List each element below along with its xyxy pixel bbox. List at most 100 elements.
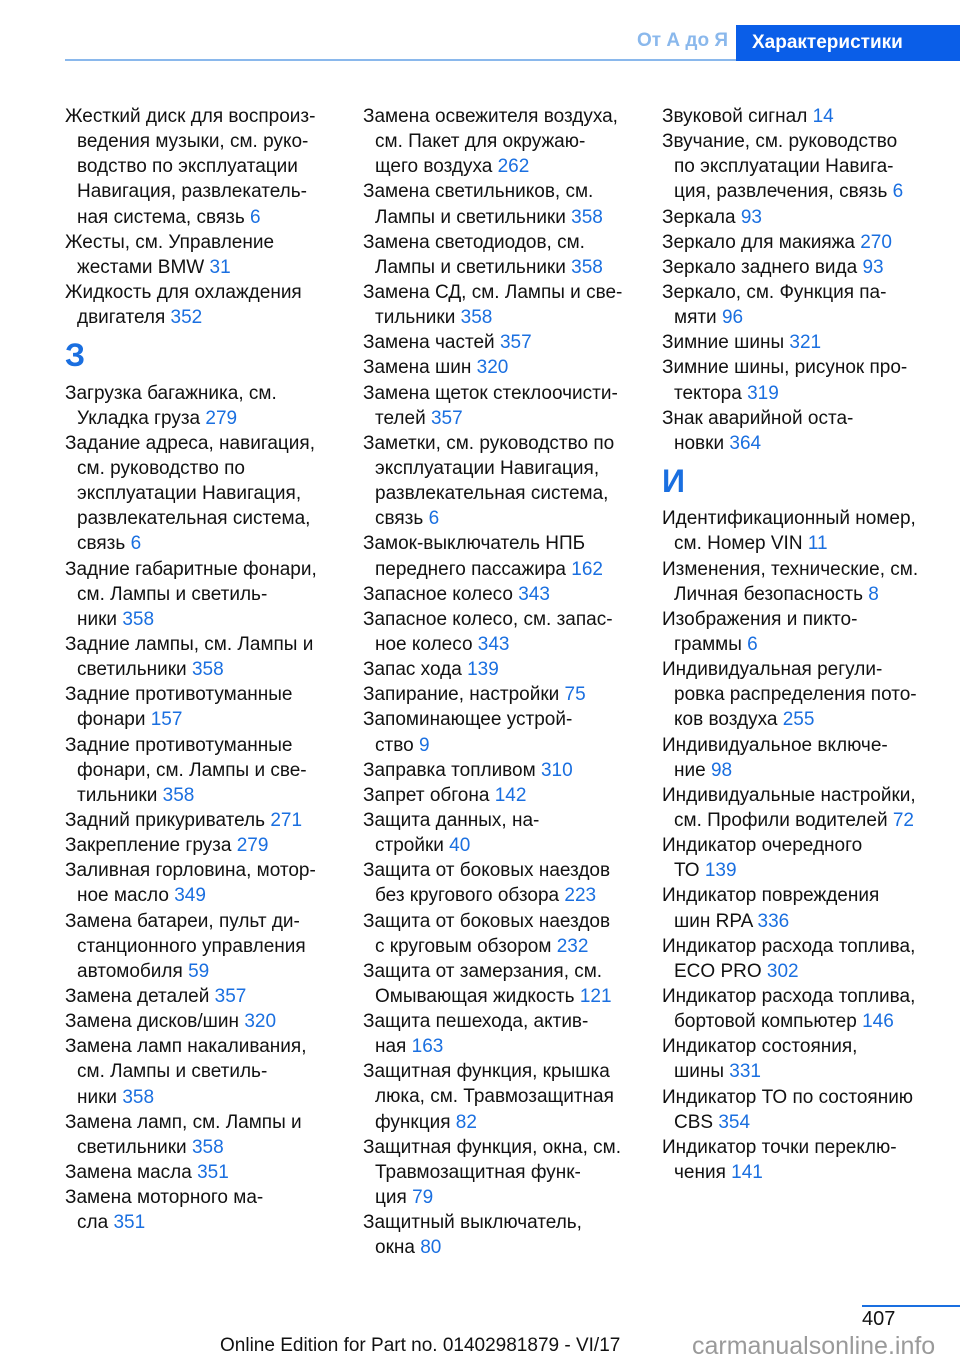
index-entry: Индивидуальная регули-ровка распределени… [662, 657, 952, 732]
page-link[interactable]: 6 [428, 508, 440, 530]
page-link[interactable]: 223 [564, 885, 597, 907]
page-link[interactable]: 262 [497, 156, 530, 178]
page-link[interactable]: 279 [236, 835, 269, 857]
page-link[interactable]: 139 [704, 860, 737, 882]
entry-text: Знак аварийной оста- [662, 407, 854, 429]
page-link[interactable]: 358 [571, 256, 603, 278]
entry-text: ное масло [77, 885, 169, 907]
entry-text: Замена ламп накаливания, [65, 1036, 307, 1058]
page-link[interactable]: 146 [862, 1011, 894, 1033]
page-link[interactable]: 157 [150, 709, 183, 731]
index-entry: Жесты, см. Управление жестами BMW 31 [65, 230, 355, 280]
page-link[interactable]: 352 [170, 307, 203, 329]
index-entry: Защитная функция, крышка люка, см. Травмо… [363, 1059, 653, 1134]
entry-text: шин RPA [674, 910, 753, 932]
index-entry: Замена деталей 357 [65, 984, 355, 1009]
page-link[interactable]: 358 [460, 307, 493, 329]
entry-text: Жесткий диск для воспроиз- [65, 106, 316, 127]
entry-text: Замена дисков/шин [65, 1011, 240, 1033]
entry-text: CBS [674, 1111, 714, 1133]
page-link[interactable]: 6 [130, 533, 142, 555]
page-link[interactable]: 320 [476, 357, 509, 379]
page-link[interactable]: 9 [418, 734, 430, 756]
page-link[interactable]: 6 [747, 633, 758, 655]
page-link[interactable]: 331 [729, 1061, 761, 1083]
page-link[interactable]: 31 [209, 256, 231, 278]
page-link[interactable]: 72 [892, 809, 914, 831]
page-link[interactable]: 59 [188, 960, 210, 982]
entry-text: ники [77, 608, 118, 630]
entry-text: Звуковой сигнал [662, 106, 808, 127]
page-link[interactable]: 358 [122, 608, 155, 630]
entry-text: Замена деталей [65, 985, 210, 1007]
page-link[interactable]: 343 [518, 583, 550, 605]
page-link[interactable]: 93 [862, 256, 884, 278]
page-link[interactable]: 320 [244, 1011, 277, 1033]
header-divider [65, 59, 960, 61]
entry-text: ведения музыки, см. руко- [77, 131, 309, 153]
index-entry: Знак аварийной оста-новки 364 [662, 406, 952, 456]
page-link[interactable]: 358 [191, 1136, 224, 1158]
entry-text: Закрепление груза [65, 835, 232, 857]
page-link[interactable]: 162 [571, 558, 603, 580]
page-link[interactable]: 142 [494, 784, 527, 806]
index-entry: Заправка топливом 310 [363, 758, 653, 783]
entry-text: Замена частей [363, 332, 495, 354]
page-link[interactable]: 302 [766, 960, 799, 982]
index-entry: Задний прикуриватель 271 [65, 808, 355, 833]
page-link[interactable]: 336 [757, 910, 790, 932]
page-link[interactable]: 351 [113, 1212, 146, 1234]
page-link[interactable]: 163 [411, 1036, 444, 1058]
page-link[interactable]: 232 [556, 935, 589, 957]
page-link[interactable]: 279 [205, 407, 238, 429]
entry-text: Замена шин [363, 357, 472, 379]
page-link[interactable]: 349 [174, 885, 206, 907]
page-link[interactable]: 75 [564, 684, 586, 706]
page-link[interactable]: 14 [812, 106, 834, 127]
page-link[interactable]: 96 [721, 307, 744, 329]
page-link[interactable]: 98 [710, 759, 733, 781]
page-link[interactable]: 270 [860, 231, 892, 253]
entry-text: ство [375, 734, 414, 756]
page-link[interactable]: 343 [477, 633, 510, 655]
page-link[interactable]: 82 [455, 1111, 477, 1133]
page-link[interactable]: 310 [540, 759, 573, 781]
page-link[interactable]: 357 [430, 407, 463, 429]
index-entry: Зимние шины, рисунок про-тектора 319 [662, 355, 952, 405]
page-link[interactable]: 121 [579, 985, 612, 1007]
page-link[interactable]: 358 [191, 659, 224, 681]
index-entry: Замена моторного ма-сла 351 [65, 1185, 355, 1235]
page-link[interactable]: 80 [420, 1237, 442, 1259]
page-link[interactable]: 255 [782, 709, 815, 731]
entry-text: связь [375, 508, 424, 530]
page-link[interactable]: 79 [412, 1187, 434, 1209]
page-link[interactable]: 40 [449, 835, 471, 857]
page-link[interactable]: 358 [162, 784, 195, 806]
page-link[interactable]: 357 [499, 332, 532, 354]
page-link[interactable]: 358 [122, 1086, 155, 1108]
index-entry: Замена щеток стеклоочисти-телей 357 [363, 381, 653, 431]
entry-text: Замена масла [65, 1161, 192, 1183]
page-link[interactable]: 93 [740, 206, 762, 228]
page-link[interactable]: 357 [214, 985, 247, 1007]
entry-text: жестами BMW [77, 256, 205, 278]
page-link[interactable]: 319 [747, 382, 779, 404]
page-link[interactable]: 321 [789, 332, 822, 354]
entry-text: Запас хода [363, 659, 462, 681]
page-link[interactable]: 364 [729, 432, 762, 454]
page-link[interactable]: 6 [250, 206, 261, 228]
page-link[interactable]: 139 [467, 659, 499, 681]
page-link[interactable]: 351 [197, 1161, 229, 1183]
page-link[interactable]: 141 [731, 1161, 763, 1183]
tab-characteristics[interactable]: Характеристики [736, 25, 960, 61]
page-link[interactable]: 354 [718, 1111, 751, 1133]
page-link[interactable]: 358 [571, 206, 603, 228]
index-entry: Замена частей 357 [363, 330, 653, 355]
page-link[interactable]: 11 [807, 533, 828, 555]
entry-text: Индивидуальные настройки, [662, 784, 916, 806]
tab-a-to-z[interactable]: От А до Я [637, 30, 728, 51]
entry-text: светильники [77, 1136, 187, 1158]
page-link[interactable]: 6 [892, 181, 904, 203]
page-link[interactable]: 8 [868, 583, 879, 605]
page-link[interactable]: 271 [270, 809, 303, 831]
